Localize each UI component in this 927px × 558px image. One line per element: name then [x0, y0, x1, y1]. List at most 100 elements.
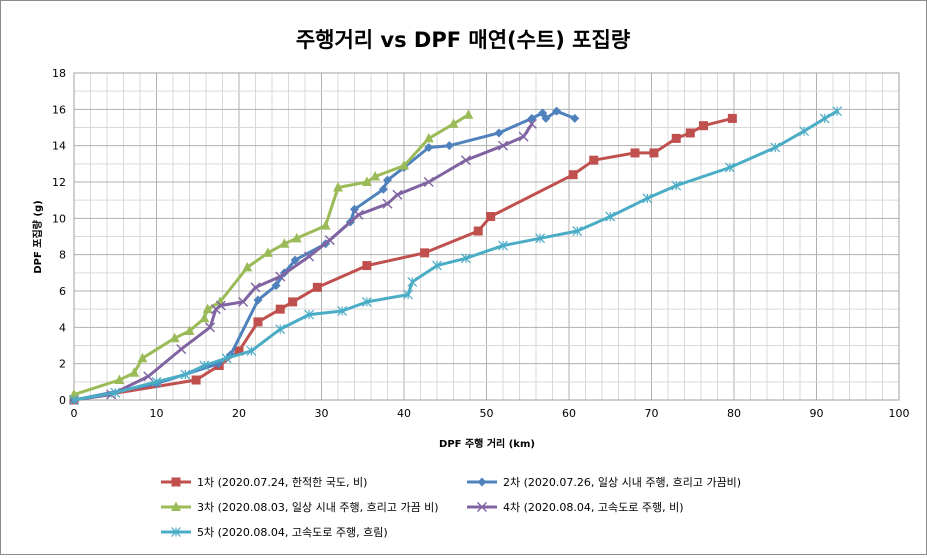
- data-point-x: [460, 155, 471, 166]
- y-tick-label: 12: [52, 176, 66, 189]
- data-point-triangle: [202, 303, 213, 314]
- data-point-square: [649, 148, 659, 158]
- data-point-diamond: [383, 175, 392, 185]
- data-point-square: [362, 261, 372, 271]
- data-point-star: [361, 296, 372, 307]
- x-tick-label: 50: [480, 407, 494, 420]
- data-point-triangle: [242, 261, 253, 272]
- data-point-triangle: [114, 374, 125, 385]
- data-point-x: [498, 140, 508, 151]
- series-line: [72, 109, 577, 402]
- data-point-triangle: [137, 352, 148, 363]
- legend-label: 5차 (2020.08.04, 고속도로 주행, 흐림): [197, 526, 388, 539]
- y-tick-label: 8: [59, 249, 66, 262]
- data-point-triangle: [184, 325, 195, 335]
- data-point-star: [432, 260, 442, 271]
- data-point-star: [199, 360, 210, 371]
- data-point-x: [210, 304, 221, 315]
- data-point-square: [420, 248, 430, 258]
- legend-label: 4차 (2020.08.04, 고속도로 주행, 비): [503, 501, 684, 514]
- data-point-triangle: [69, 389, 79, 399]
- series-5: [69, 106, 843, 405]
- plot-axes: [73, 72, 900, 401]
- legend-label: 3차 (2020.08.03, 일상 시내 주행, 흐리고 가끔 비): [197, 500, 439, 514]
- x-tick-label: 0: [71, 407, 78, 420]
- x-tick-label: 100: [889, 407, 910, 420]
- data-point-x: [143, 371, 154, 382]
- data-point-star: [221, 353, 232, 364]
- data-point-x: [275, 271, 286, 282]
- data-point-x: [353, 209, 364, 220]
- data-point-x: [382, 198, 393, 209]
- data-point-x: [205, 322, 216, 333]
- data-point-star: [275, 324, 286, 335]
- data-point-star: [498, 240, 508, 251]
- data-point-star: [69, 395, 79, 405]
- data-point-diamond: [494, 128, 504, 138]
- data-point-square: [727, 113, 737, 123]
- data-point-star: [110, 387, 121, 398]
- legend: 1차 (2020.07.24, 한적한 국도, 비) 2차 (2020.07.26…: [161, 475, 741, 539]
- x-tick-label: 90: [810, 407, 824, 420]
- data-point-star: [337, 306, 348, 316]
- x-tick-label: 80: [727, 407, 741, 420]
- data-point-square: [486, 212, 496, 222]
- data-point-x: [250, 282, 261, 293]
- y-tick-label: 4: [59, 321, 66, 334]
- data-point-diamond: [253, 295, 263, 305]
- data-point-x: [518, 131, 529, 142]
- data-point-triangle: [463, 109, 474, 119]
- data-point-x: [238, 296, 249, 307]
- y-tick-label: 14: [52, 140, 66, 153]
- data-point-triangle: [448, 118, 459, 128]
- data-point-triangle: [291, 232, 302, 243]
- series-3: [69, 109, 474, 399]
- data-point-star: [724, 162, 735, 173]
- chart-title: 주행거리 vs DPF 매연(수트) 포집량: [296, 28, 630, 52]
- data-point-diamond: [350, 204, 359, 214]
- tick-labels: 0 10 20 30 40 50 60 70 80 90 100 0 2 4 6 8 10 12 14 16 18: [52, 67, 910, 420]
- data-point-square: [589, 155, 599, 165]
- data-point-triangle: [399, 160, 409, 170]
- data-point-square: [630, 148, 640, 158]
- data-point-star: [671, 180, 682, 191]
- y-tick-label: 18: [52, 67, 66, 80]
- data-point-diamond: [290, 255, 300, 265]
- data-point-diamond: [271, 281, 281, 291]
- data-point-star: [535, 233, 546, 244]
- y-tick-label: 6: [59, 285, 66, 298]
- data-point-square: [288, 297, 298, 307]
- data-point-triangle: [279, 238, 290, 248]
- data-point-star: [770, 142, 781, 153]
- data-point-star: [642, 193, 653, 204]
- x-tick-label: 60: [562, 407, 576, 420]
- data-point-square: [568, 170, 578, 180]
- data-point-x: [423, 177, 434, 187]
- data-point-square: [171, 477, 181, 487]
- data-point-x: [176, 344, 187, 355]
- data-point-square: [685, 128, 695, 138]
- x-tick-label: 40: [397, 407, 411, 420]
- legend-label: 1차 (2020.07.24, 한적한 국도, 비): [197, 476, 367, 489]
- series-line: [72, 109, 839, 402]
- data-point-triangle: [169, 332, 180, 343]
- x-axis-label: DPF 주행 거리 (km): [439, 437, 535, 450]
- data-point-star: [799, 126, 810, 137]
- data-point-diamond: [570, 113, 580, 123]
- data-point-star: [819, 113, 830, 124]
- data-point-star: [832, 106, 843, 117]
- data-point-diamond: [541, 113, 551, 123]
- data-point-triangle: [129, 367, 140, 377]
- data-point-x: [526, 118, 537, 129]
- data-point-diamond: [552, 106, 562, 116]
- data-point-triangle: [199, 312, 210, 323]
- data-point-diamond: [424, 142, 434, 152]
- y-tick-label: 10: [52, 212, 66, 225]
- legend-label: 2차 (2020.07.26, 일상 시내 주행, 흐리고 가끔비): [503, 475, 741, 489]
- x-tick-label: 70: [645, 407, 659, 420]
- legend-item: 3차 (2020.08.03, 일상 시내 주행, 흐리고 가끔 비): [161, 500, 439, 514]
- series-4: [69, 118, 537, 405]
- plot-grid: [73, 72, 900, 401]
- data-point-star: [246, 346, 257, 356]
